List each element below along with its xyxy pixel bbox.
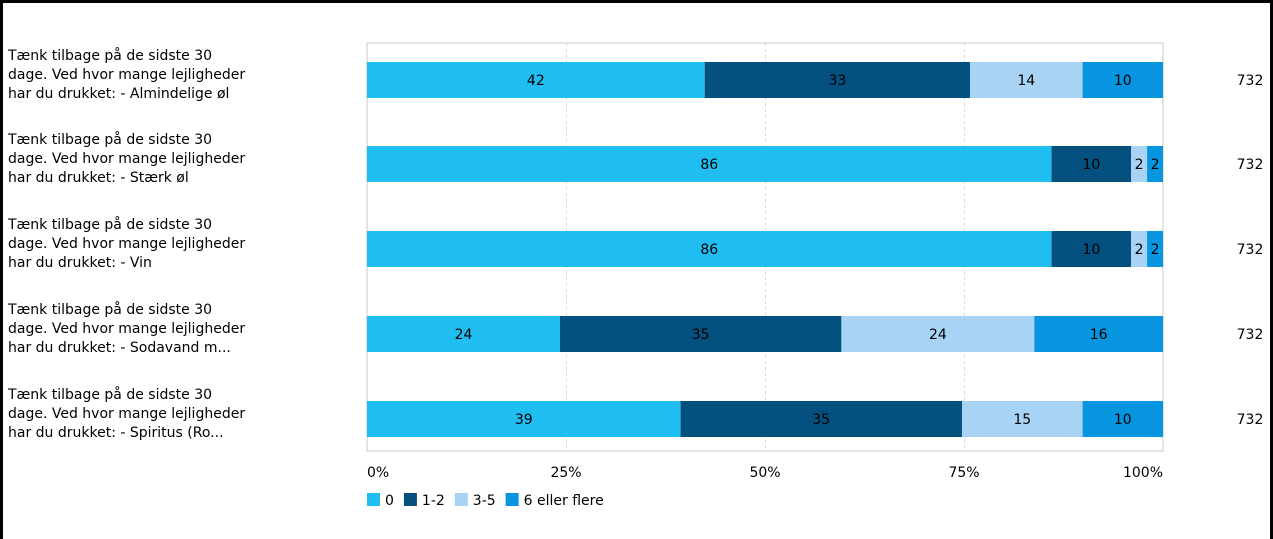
data-label: 2 <box>1135 157 1144 173</box>
data-label: 10 <box>1114 412 1132 428</box>
category-label: Tænk tilbage på de sidste 30 dage. Ved hv… <box>7 386 245 441</box>
category-label-line: dage. Ved hvor mange lejligheder <box>8 321 245 337</box>
bar-segment <box>1147 231 1163 267</box>
category-label-line: dage. Ved hvor mange lejligheder <box>8 151 245 167</box>
data-label: 35 <box>692 327 710 343</box>
bar-segment <box>1147 146 1163 182</box>
legend-swatch <box>403 493 417 506</box>
data-label: 15 <box>1013 412 1031 428</box>
n-label: 732 <box>1237 327 1264 343</box>
bar-segment <box>841 316 1035 352</box>
data-label: 86 <box>700 157 718 173</box>
category-label-line: Tænk tilbage på de sidste 30 <box>7 386 212 403</box>
bar-segment <box>680 401 962 437</box>
bar-segment <box>1034 316 1163 352</box>
data-label: 14 <box>1017 73 1035 89</box>
legend-label: 6 eller flere <box>524 493 604 509</box>
x-tick-label: 25% <box>550 465 581 481</box>
bar-segment <box>367 146 1052 182</box>
bar-segment <box>961 401 1083 437</box>
data-label: 16 <box>1090 327 1108 343</box>
category-label: Tænk tilbage på de sidste 30 dage. Ved hv… <box>7 47 245 102</box>
data-label: 24 <box>455 327 473 343</box>
legend-swatch <box>505 493 519 506</box>
data-label: 42 <box>527 73 545 89</box>
x-tick-label: 50% <box>749 465 780 481</box>
data-label: 10 <box>1114 73 1132 89</box>
category-labels: Tænk tilbage på de sidste 30 dage. Ved hv… <box>7 47 245 441</box>
data-label: 2 <box>1151 157 1160 173</box>
category-label-line: har du drukket: - Stærk øl <box>8 170 189 186</box>
category-label-line: har du drukket: - Sodavand m... <box>8 340 231 356</box>
n-labels: 732 732 732 732 732 <box>1237 73 1264 428</box>
category-label-line: dage. Ved hvor mange lejligheder <box>8 406 245 422</box>
legend-swatch <box>454 493 468 506</box>
category-label-line: Tænk tilbage på de sidste 30 <box>7 301 212 318</box>
category-label-line: har du drukket: - Spiritus (Ro... <box>8 425 224 441</box>
n-label: 732 <box>1237 412 1264 428</box>
bar-segment <box>970 62 1083 98</box>
bar-segment <box>1131 231 1148 267</box>
data-label: 10 <box>1082 157 1100 173</box>
category-label-line: dage. Ved hvor mange lejligheder <box>8 67 245 83</box>
data-label: 33 <box>828 73 846 89</box>
bar-segment <box>1082 62 1163 98</box>
bar-segment <box>704 62 971 98</box>
bar-segment <box>1051 146 1132 182</box>
bar-segment <box>367 231 1052 267</box>
x-tick-label: 75% <box>948 465 979 481</box>
category-label-line: dage. Ved hvor mange lejligheder <box>8 236 245 252</box>
bar-segment <box>367 401 681 437</box>
x-tick-label: 100% <box>1123 465 1163 481</box>
bar-segment <box>1131 146 1148 182</box>
data-label: 24 <box>929 327 947 343</box>
n-label: 732 <box>1237 242 1264 258</box>
category-label-line: Tænk tilbage på de sidste 30 <box>7 131 212 148</box>
legend-label: 3-5 <box>473 493 496 509</box>
category-label: Tænk tilbage på de sidste 30 dage. Ved hv… <box>7 131 245 186</box>
data-label: 86 <box>700 242 718 258</box>
data-label: 39 <box>515 412 533 428</box>
x-axis-ticks: 0% 25% 50% 75% 100% <box>367 465 1163 481</box>
category-label: Tænk tilbage på de sidste 30 dage. Ved hv… <box>7 301 245 356</box>
bar-segment <box>367 316 560 352</box>
legend-swatch <box>367 493 380 506</box>
legend-label: 1-2 <box>422 493 445 509</box>
legend-label: 0 <box>385 493 394 509</box>
bar-segment <box>367 62 705 98</box>
data-label: 2 <box>1135 242 1144 258</box>
n-label: 732 <box>1237 157 1264 173</box>
category-label: Tænk tilbage på de sidste 30 dage. Ved hv… <box>7 216 245 271</box>
legend: 0 1-2 3-5 6 eller flere <box>367 493 604 509</box>
category-label-line: Tænk tilbage på de sidste 30 <box>7 47 212 64</box>
bar-segment <box>1051 231 1132 267</box>
bar-segment <box>559 316 842 352</box>
data-label: 10 <box>1082 242 1100 258</box>
category-label-line: Tænk tilbage på de sidste 30 <box>7 216 212 233</box>
category-label-line: har du drukket: - Vin <box>8 255 152 271</box>
bar-segment <box>1082 401 1163 437</box>
category-label-line: har du drukket: - Almindelige øl <box>8 86 229 102</box>
x-tick-label: 0% <box>367 465 389 481</box>
data-label: 35 <box>812 412 830 428</box>
data-label: 2 <box>1151 242 1160 258</box>
n-label: 732 <box>1237 73 1264 89</box>
